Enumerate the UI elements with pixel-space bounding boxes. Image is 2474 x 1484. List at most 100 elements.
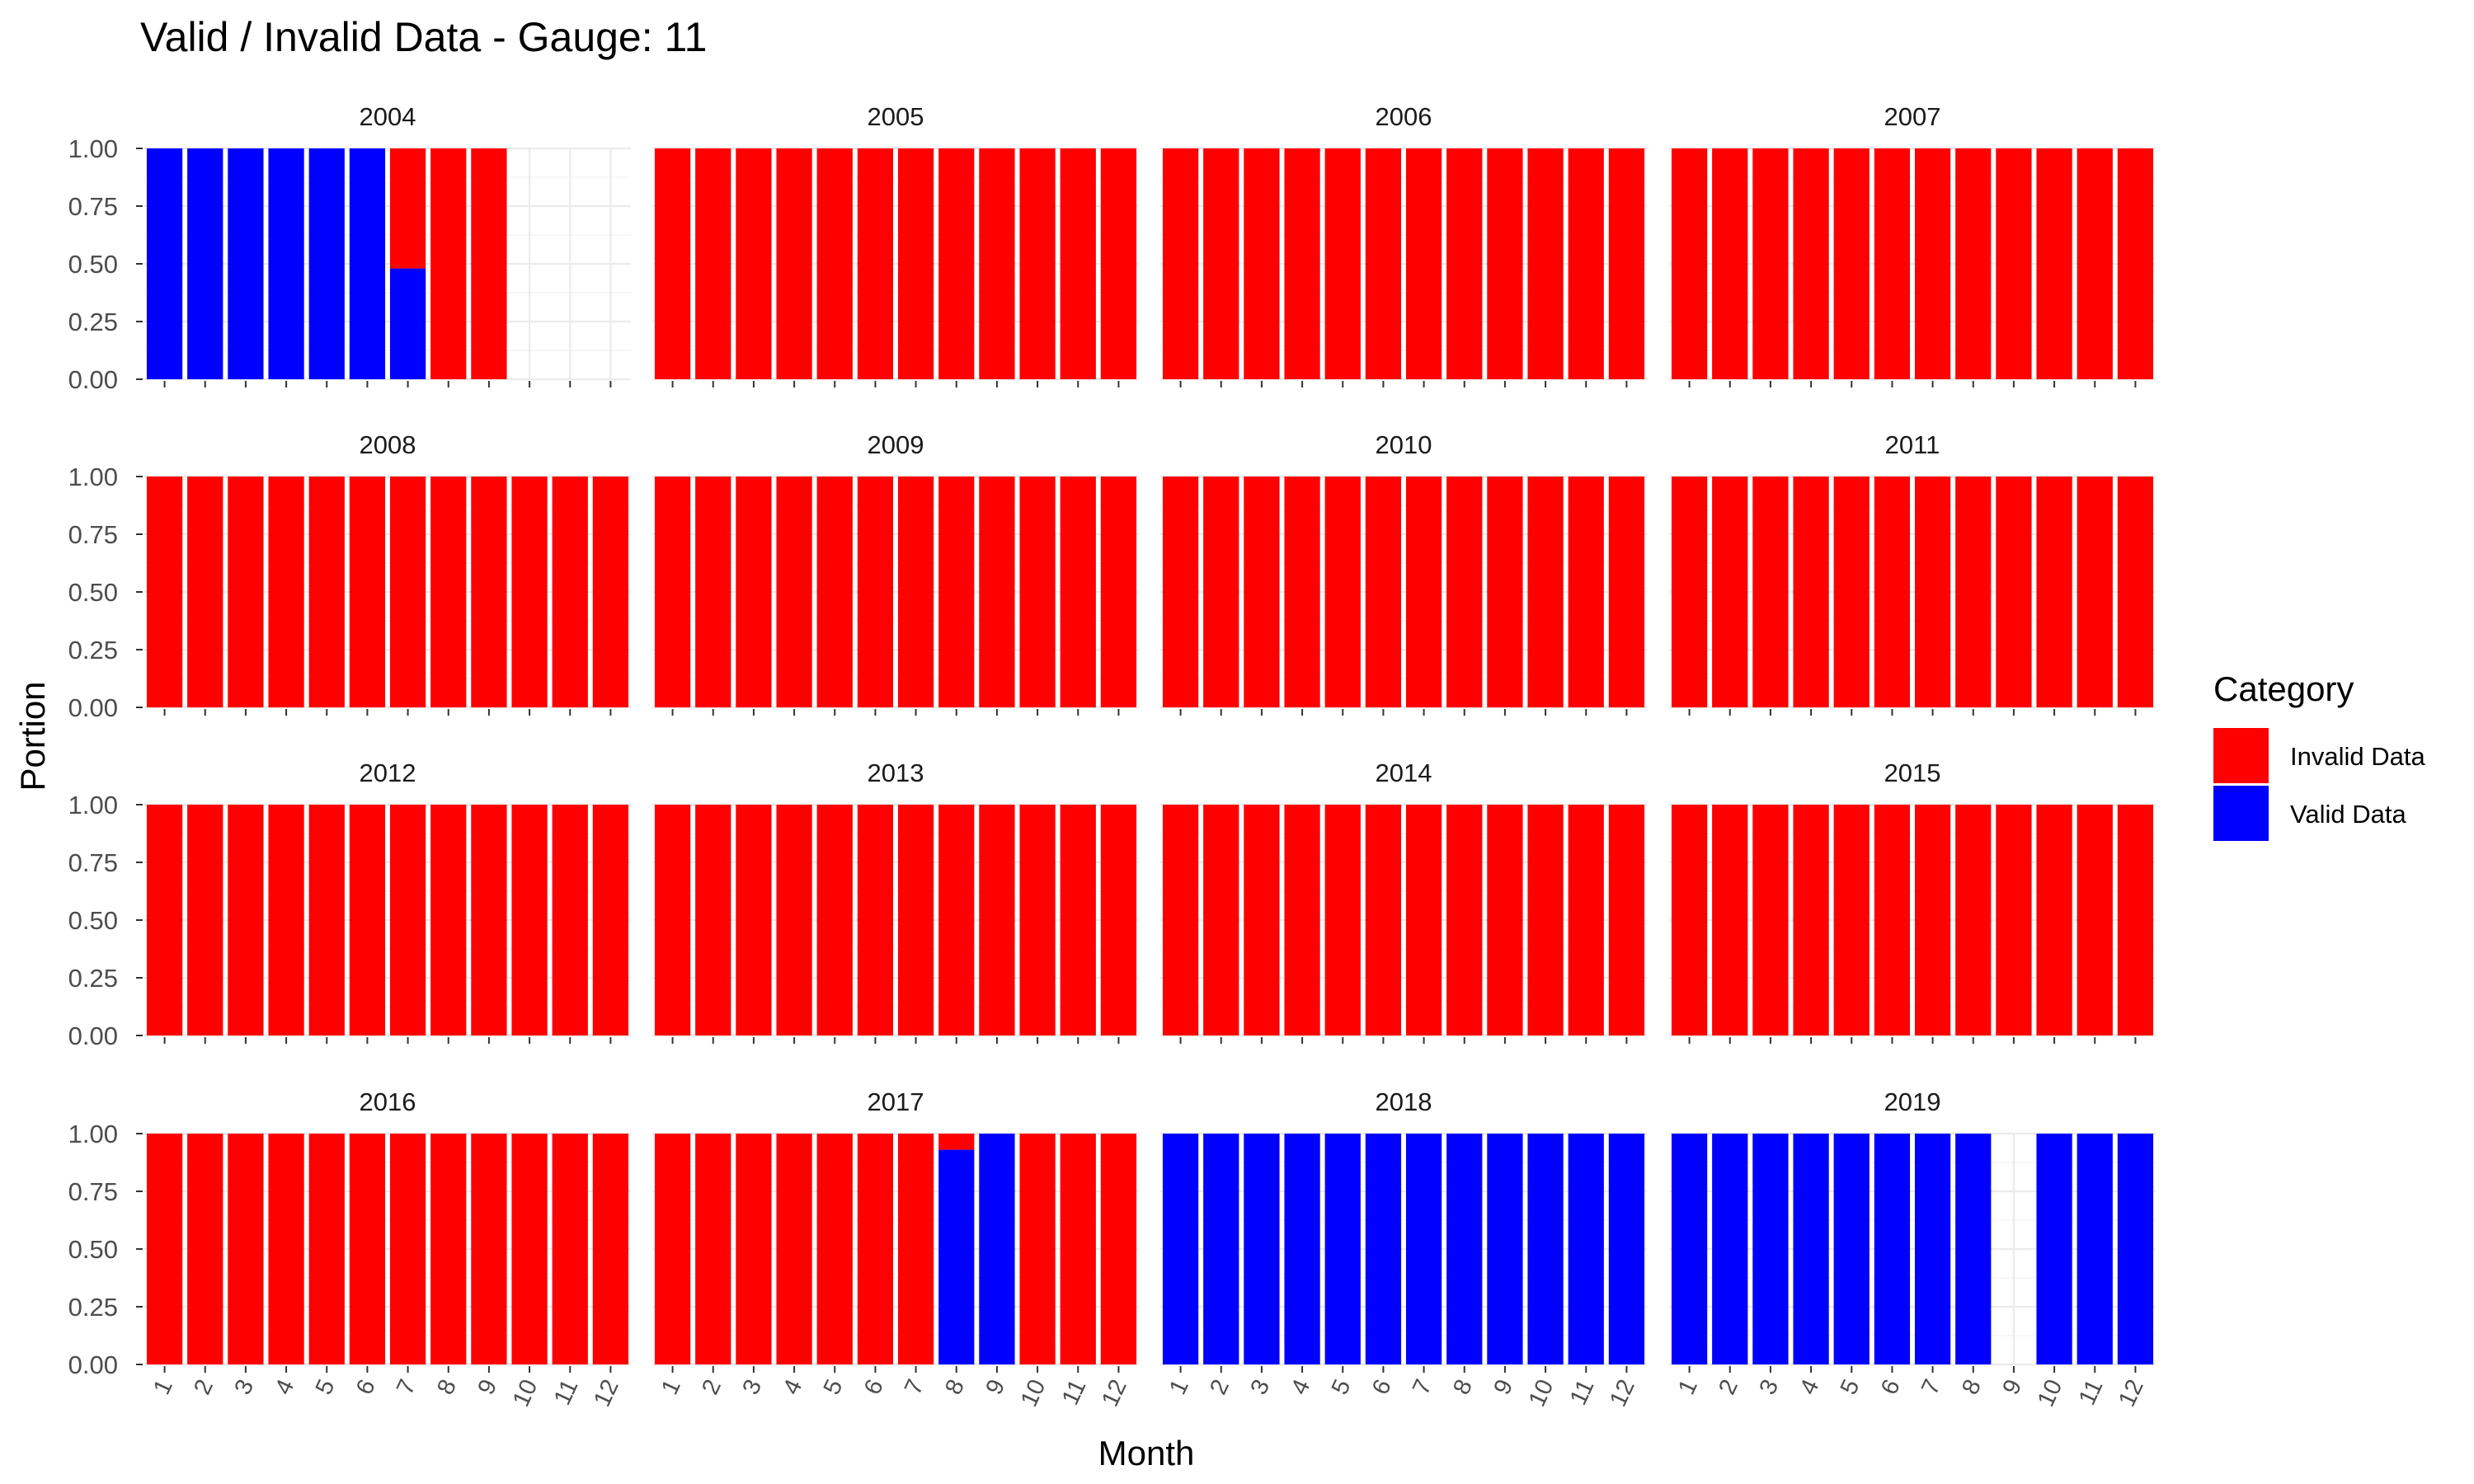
bar-invalid (552, 1134, 588, 1364)
x-tick-label: 10 (2033, 1375, 2068, 1411)
x-tick-label: 4 (778, 1375, 808, 1398)
x-tick-label: 2 (189, 1375, 219, 1398)
bar-invalid (1284, 805, 1320, 1036)
bar-invalid (1060, 477, 1096, 707)
x-tick-label: 11 (1057, 1375, 1092, 1409)
bar-invalid (1365, 477, 1402, 707)
bar-invalid (2117, 805, 2154, 1036)
bar-invalid (2077, 477, 2113, 707)
bar-invalid (1100, 1134, 1137, 1364)
legend-entries: Invalid Data Valid Data (2213, 728, 2425, 841)
legend-key (2213, 786, 2269, 841)
bar-invalid (1019, 805, 1056, 1036)
bar-invalid (2036, 148, 2072, 379)
bar-invalid (654, 148, 691, 379)
x-tick-label: 6 (859, 1375, 889, 1398)
bar-invalid (2117, 477, 2154, 707)
bar-invalid (1793, 805, 1829, 1036)
x-tick-label: 11 (2074, 1375, 2109, 1409)
bar-invalid (430, 805, 467, 1036)
bar-valid (1324, 1134, 1361, 1364)
bar-invalid (1874, 805, 1911, 1036)
bar-invalid (1712, 477, 1748, 707)
x-tick-label: 7 (392, 1375, 421, 1398)
bar-valid (146, 148, 183, 379)
bar-invalid (1365, 805, 1402, 1036)
facet-panel-2010: 2010 (1160, 430, 1647, 716)
bar-invalid (268, 477, 304, 707)
chart-title: Valid / Invalid Data - Gauge: 11 (140, 14, 707, 60)
bar-invalid (1712, 805, 1748, 1036)
bar-invalid (2117, 148, 2154, 379)
x-tick-label: 10 (508, 1375, 543, 1411)
bar-invalid (187, 805, 223, 1036)
bar-invalid (1914, 805, 1951, 1036)
bar-invalid (1833, 805, 1870, 1036)
bar-valid (1608, 1134, 1645, 1364)
bar-invalid (592, 805, 629, 1036)
bar-invalid (1446, 148, 1483, 379)
x-tick-label: 8 (1957, 1375, 1987, 1398)
x-axis-title: Month (1098, 1434, 1195, 1472)
bar-invalid (1284, 477, 1320, 707)
bar-invalid (1365, 148, 1402, 379)
bar-valid (2036, 1134, 2072, 1364)
facet-label: 2018 (1376, 1087, 1432, 1116)
bar-invalid (776, 1134, 812, 1364)
legend-title: Category (2213, 669, 2354, 708)
bar-invalid (938, 805, 975, 1036)
bar-invalid (1324, 805, 1361, 1036)
bar-valid (228, 148, 264, 379)
bar-invalid (1752, 805, 1789, 1036)
facet-label: 2013 (868, 758, 924, 787)
bar-invalid (430, 1134, 467, 1364)
bar-invalid (430, 148, 467, 379)
bar-invalid (1162, 805, 1199, 1036)
bar-invalid (1019, 477, 1056, 707)
bar-invalid (308, 477, 345, 707)
facet-label: 2015 (1884, 758, 1941, 787)
facet-label: 2010 (1376, 430, 1432, 459)
bar-invalid (1244, 805, 1280, 1036)
x-tick-label: 2 (697, 1375, 727, 1398)
bar-invalid (1203, 148, 1239, 379)
bar-invalid (695, 148, 731, 379)
bar-invalid (1833, 477, 1870, 707)
bar-invalid (146, 477, 183, 707)
bar-invalid (187, 477, 223, 707)
x-tick-label: 10 (1016, 1375, 1051, 1411)
facet-label: 2007 (1884, 102, 1941, 131)
bar-invalid (389, 1134, 426, 1364)
bar-valid (2077, 1134, 2113, 1364)
facet-panel-2007: 2007 (1669, 102, 2156, 387)
bar-invalid (695, 805, 731, 1036)
bar-invalid (1874, 148, 1911, 379)
x-tick-label: 8 (940, 1375, 970, 1398)
bar-invalid (2036, 477, 2072, 707)
bar-invalid (389, 148, 426, 269)
bar-valid (1446, 1134, 1483, 1364)
bar-invalid (1568, 477, 1604, 707)
x-tick-label: 7 (1917, 1375, 1946, 1398)
bar-invalid (1793, 148, 1829, 379)
bar-invalid (1833, 148, 1870, 379)
legend-label: Invalid Data (2290, 742, 2425, 771)
facet-panel-2004: 2004 0.00 0.25 0.50 0.75 1.00 (68, 102, 631, 394)
bar-invalid (736, 148, 772, 379)
x-tick-label: 3 (1754, 1375, 1784, 1398)
x-tick-label: 10 (1524, 1375, 1559, 1411)
bar-valid (1405, 1134, 1442, 1364)
bar-invalid (816, 1134, 853, 1364)
y-tick-label: 0.50 (68, 1235, 118, 1264)
x-tick-label: 4 (1795, 1375, 1825, 1398)
bar-invalid (1712, 148, 1748, 379)
bar-invalid (1671, 477, 1708, 707)
y-tick-label: 1.00 (68, 1120, 118, 1148)
x-tick-label: 2 (1714, 1375, 1743, 1398)
bar-invalid (1752, 148, 1789, 379)
bar-invalid (1100, 805, 1137, 1036)
